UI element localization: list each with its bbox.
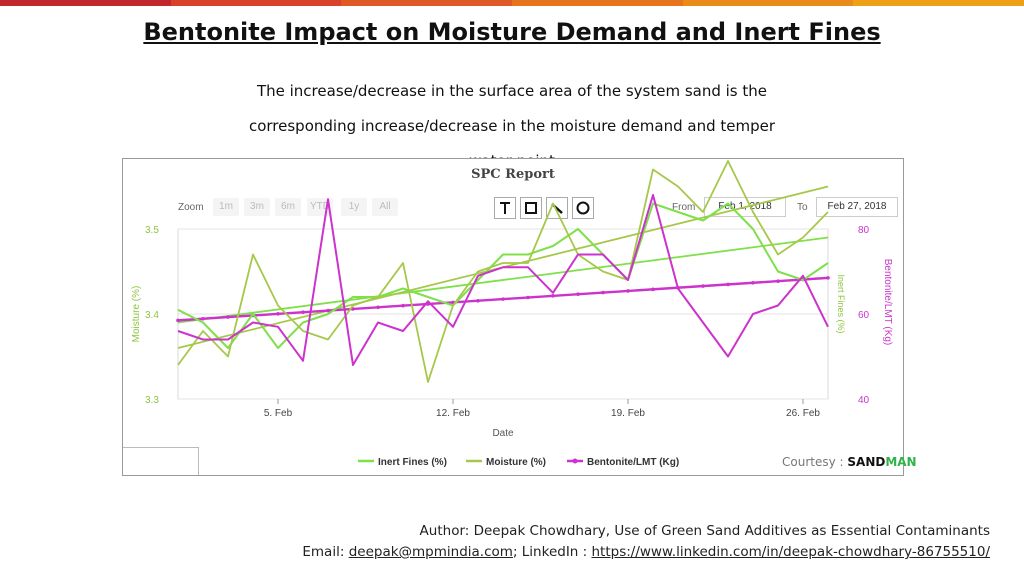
from-label: From [672,202,696,213]
inert-fines-series-line [177,202,829,349]
zoom-1y-button[interactable]: 1y [341,198,367,216]
moisture-legend-label: Moisture (%) [486,457,546,468]
zoom-3m-button[interactable]: 3m [244,198,270,216]
circle-tool-icon [576,201,590,215]
bentonite-lmt-kg-trend-point [751,280,755,285]
bentonite-lmt-kg-trend-point [176,318,180,323]
bentonite-lmt-kg-trend-point [726,282,730,287]
right-tick-label: 60 [858,310,870,321]
report-title: SPC Report [471,167,555,182]
bentonite-lmt-kg-series-line [177,194,829,366]
circle-tool-button[interactable] [572,197,594,219]
bentonite-lmt-kg-trend-point [551,294,555,298]
bentonite-lmt-kg-trend-point [401,303,405,308]
slide-title: Bentonite Impact on Moisture Demand and … [143,18,881,46]
x-axis-title: Date [492,428,514,439]
courtesy-credit: Courtesy : SANDMAN [782,455,917,469]
bentonite-lmt-kg-trend-point [201,316,205,321]
inert-fines-trend-line [177,236,829,324]
from-date-input[interactable]: Feb 1, 2018 [704,197,786,217]
bentonite-lmt-kg-trend-point [701,284,705,288]
courtesy-brand-sand: SAND [847,455,886,469]
corner-frame [123,447,199,475]
bentonite-lmt-kg-trend-point [301,310,305,315]
linkedin-label: ; LinkedIn : [512,544,588,560]
x-tick-label: 26. Feb [786,408,820,419]
to-date-input[interactable]: Feb 27, 2018 [816,197,898,217]
inert-fines-axis-title: Inert Fines (%) [836,274,846,333]
left-tick-label: 3.3 [145,395,159,406]
zoom-label: Zoom [178,202,204,213]
bentonite-lmt-kg-trend-point [451,300,455,305]
spc-report-panel: SPC Report Zoom 1m 3m 6m YTD 1y All From… [122,158,904,476]
zoom-6m-button[interactable]: 6m [275,198,301,216]
left-tick-label: 3.4 [145,310,159,321]
top-bar-seg [682,0,854,6]
top-bar-seg [170,0,342,6]
moisture-axis-title: Moisture (%) [131,286,142,343]
subtitle-line-2: corresponding increase/decrease in the m… [248,117,776,135]
line-tool-icon [551,203,563,214]
x-tick-label: 19. Feb [611,408,645,419]
zoom-all-button[interactable]: All [372,198,398,216]
top-color-bar [0,0,1024,6]
x-tick-label: 5. Feb [264,408,293,419]
bentonite-lmt-kg-trend-point [326,308,330,313]
bentonite-lmt-kg-trend-point [276,312,280,316]
bentonite-lmt-kg-trend-point [776,279,780,283]
bentonite-lmt-kg-trend-point [526,295,530,300]
left-tick-label: 3.5 [145,225,159,236]
courtesy-label: Courtesy : [782,455,844,469]
author-line: Author: Deepak Chowdhary, Use of Green S… [419,523,990,539]
top-bar-seg [341,0,513,6]
text-tool-button[interactable] [494,197,516,219]
to-label: To [797,202,808,213]
right-tick-label: 40 [858,395,870,406]
text-tool-icon [500,202,510,214]
bentonite-lmt-kg-trend-point [676,285,680,290]
bentonite-lmt-kg-trend-line [177,276,829,322]
bentonite-lmt-kg-trend-point [801,277,805,282]
contact-line: Email: deepak@mpmindia.com; LinkedIn : h… [302,542,990,563]
bentonite-lmt-kg-trend-point [651,287,655,292]
bentonite-lmt-kg-trend-point [226,315,230,319]
bentonite-lmt-kg-trend-point [351,307,355,311]
bentonite-lmt-kg-trend-point [826,276,830,280]
zoom-ytd-button[interactable]: YTD [307,198,333,216]
rectangle-tool-button[interactable] [520,197,542,219]
email-label: Email: [302,544,345,560]
top-bar-seg [853,0,1024,6]
right-tick-label: 80 [858,225,870,236]
zoom-1m-button[interactable]: 1m [213,198,239,216]
bentonite-axis-title: Bentonite/LMT (Kg) [882,259,893,346]
subtitle-line-1: The increase/decrease in the surface are… [256,82,768,100]
moisture-series-line [177,160,829,383]
plot-frame [177,228,829,400]
rectangle-tool-icon [525,202,537,214]
bentonite-lmt-kg-trend-point [376,305,380,310]
bentonite-lmt-kg-trend-point [626,289,630,293]
bentonite-lmt-kg-trend-point [476,298,480,303]
bentonite-lmt-kg-legend-label: Bentonite/LMT (Kg) [587,457,679,468]
bentonite-lmt-kg-trend-point [601,290,605,295]
bentonite-lmt-kg-trend-point [576,292,580,297]
line-tool-button[interactable] [546,197,568,219]
bentonite-lmt-kg-trend-point [501,297,505,301]
bentonite-lmt-kg-trend-point [426,302,430,306]
inert-fines-legend-label: Inert Fines (%) [378,457,447,468]
bentonite-lmt-kg-trend-point [251,313,255,318]
top-bar-seg [0,0,171,6]
bentonite-lmt-kg-legend-marker [572,458,578,464]
author-footer: Author: Deepak Chowdhary, Use of Green S… [302,521,990,563]
x-tick-label: 12. Feb [436,408,470,419]
courtesy-brand-man: MAN [885,455,917,469]
email-link[interactable]: deepak@mpmindia.com [348,544,513,560]
linkedin-link[interactable]: https://www.linkedin.com/in/deepak-chowd… [591,544,991,560]
top-bar-seg [512,0,683,6]
